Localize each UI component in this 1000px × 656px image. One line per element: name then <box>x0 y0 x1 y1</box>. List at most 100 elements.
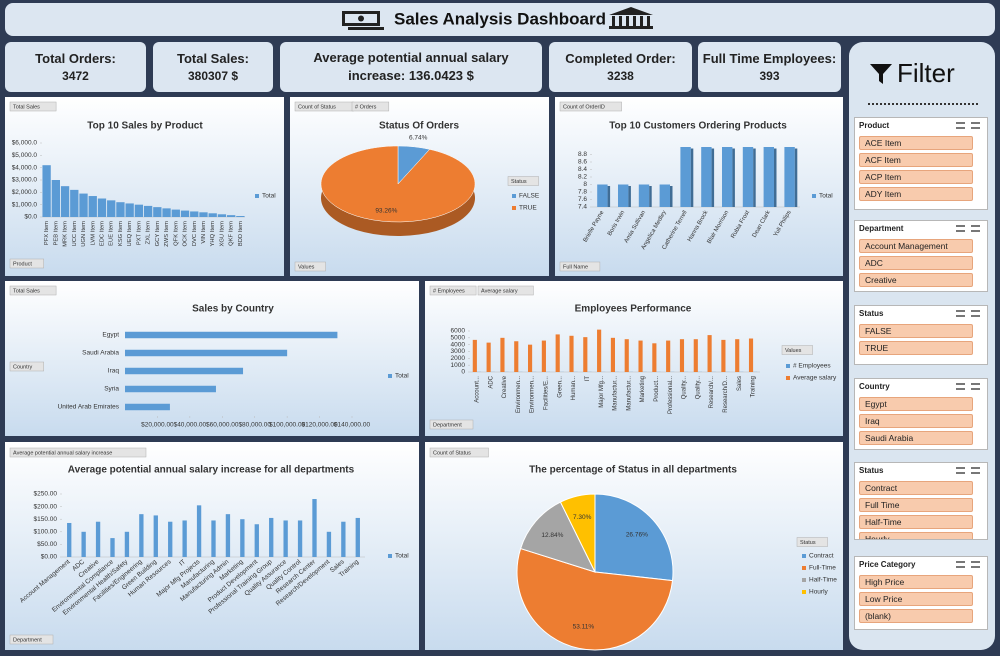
legend-label: Total <box>395 553 409 560</box>
bar <box>326 531 332 557</box>
slicer-item[interactable]: Account Management <box>859 239 973 253</box>
chart-title: Employees Performance <box>575 304 692 315</box>
x-tick-label: Professional... <box>668 376 674 414</box>
y-tick-label: 8 <box>583 181 587 188</box>
x-tick-label: ZWS Item <box>164 221 170 247</box>
slicer-header: Status <box>859 466 983 478</box>
bar <box>153 515 158 557</box>
slicer: Status FALSE TRUE <box>854 305 988 365</box>
clear-filter-icon[interactable] <box>971 225 980 232</box>
kpi-card: Average potential annual salary increase… <box>280 42 542 92</box>
slicer-item[interactable]: Full Time <box>859 498 973 512</box>
slicer-item[interactable]: Hourly <box>859 532 973 539</box>
field-button: Average potential annual salary increase <box>13 450 112 456</box>
clear-filter-icon[interactable] <box>971 122 980 129</box>
x-tick-label: Research/D... <box>723 376 729 413</box>
multi-select-icon[interactable] <box>956 225 965 232</box>
multi-select-icon[interactable] <box>956 467 965 474</box>
x-tick-label: EDC Item <box>100 221 106 246</box>
slicer-item[interactable]: Half-Time <box>859 515 973 529</box>
field-button-box <box>429 447 489 458</box>
slicer-item[interactable]: (blank) <box>859 609 973 623</box>
bar <box>486 342 491 372</box>
bar <box>722 147 733 207</box>
slicer-item[interactable]: ACF Item <box>859 153 973 167</box>
field-button: Total Sales <box>13 288 40 294</box>
clear-filter-icon[interactable] <box>971 310 980 317</box>
bar <box>125 367 244 375</box>
bar <box>721 339 726 372</box>
y-tick-label: 7.4 <box>578 204 587 211</box>
chart-title: Top 10 Customers Ordering Products <box>609 121 787 132</box>
bar <box>168 521 173 557</box>
clear-filter-icon[interactable] <box>971 467 980 474</box>
x-tick-label: Quality... <box>682 376 688 400</box>
multi-select-icon[interactable] <box>956 383 965 390</box>
slicer-item[interactable]: Saudi Arabia <box>859 431 973 445</box>
money-icon <box>342 11 384 30</box>
bar <box>180 210 190 217</box>
y-tick-label: 8.2 <box>578 174 587 181</box>
x-tick-label: GCY Item <box>155 221 161 247</box>
bar <box>624 339 629 372</box>
bar <box>162 208 171 217</box>
chart-title: The percentage of Status in all departme… <box>529 465 737 476</box>
slicer-item[interactable]: ADC <box>859 256 973 270</box>
y-tick-label: 3000 <box>451 348 466 355</box>
bar <box>153 207 162 217</box>
bar <box>784 147 795 207</box>
bar <box>42 165 51 217</box>
y-tick-label: Saudi Arabia <box>82 350 119 357</box>
bar <box>97 198 107 217</box>
clear-filter-icon[interactable] <box>971 383 980 390</box>
field-button: Count of Status <box>298 104 336 110</box>
slicer-item[interactable]: FALSE <box>859 324 973 338</box>
y-tick-label: 1000 <box>451 362 466 369</box>
slicer-item[interactable]: Creative <box>859 273 973 287</box>
slicer-item[interactable]: Iraq <box>859 414 973 428</box>
field-button-box <box>9 258 44 269</box>
kpi-value: 380307 $ <box>187 69 239 83</box>
clear-filter-icon[interactable] <box>971 561 980 568</box>
slicer-item[interactable]: Egypt <box>859 397 973 411</box>
bar-side <box>607 186 611 207</box>
x-tick-label: Creative <box>502 375 508 398</box>
bar <box>269 517 274 557</box>
bar <box>312 499 317 557</box>
slicer-header: Status <box>859 309 983 321</box>
field-button-box <box>9 447 147 458</box>
bar <box>70 189 79 217</box>
field-button: Country <box>13 364 33 370</box>
bar <box>125 385 216 393</box>
slicer-item[interactable]: ACE Item <box>859 136 973 150</box>
x-tick-label: LVM Item <box>90 221 96 246</box>
bar <box>472 339 477 372</box>
slicer-item[interactable]: Low Price <box>859 592 973 606</box>
x-tick-label: PXT Item <box>136 221 142 245</box>
slicer-header: Country <box>859 382 983 394</box>
slicer-item[interactable]: ADY Item <box>859 187 973 201</box>
bar <box>227 215 236 217</box>
x-tick-label: IT <box>585 376 591 382</box>
x-tick-label: PFX Item <box>44 221 50 245</box>
slicer-item[interactable]: High Price <box>859 575 973 589</box>
x-tick-label: IT <box>178 558 187 567</box>
slicer-item[interactable]: TRUE <box>859 341 973 355</box>
chart-title: Status Of Orders <box>379 121 459 132</box>
legend-label: Half-Time <box>809 577 837 584</box>
multi-select-icon[interactable] <box>956 122 965 129</box>
slicer-item[interactable]: ACP Item <box>859 170 973 184</box>
legend-swatch <box>388 554 392 558</box>
x-tick-label: $20,000.00 <box>141 422 174 429</box>
pie-slice <box>594 493 674 582</box>
bar <box>196 505 202 557</box>
bar <box>693 339 698 372</box>
multi-select-icon[interactable] <box>956 310 965 317</box>
bar <box>88 196 97 217</box>
multi-select-icon[interactable] <box>956 561 965 568</box>
slicer-item[interactable]: Contract <box>859 481 973 495</box>
slicer: Price Category High Price Low Price (blank) <box>854 556 988 630</box>
bar <box>680 147 691 207</box>
bar <box>134 204 144 217</box>
